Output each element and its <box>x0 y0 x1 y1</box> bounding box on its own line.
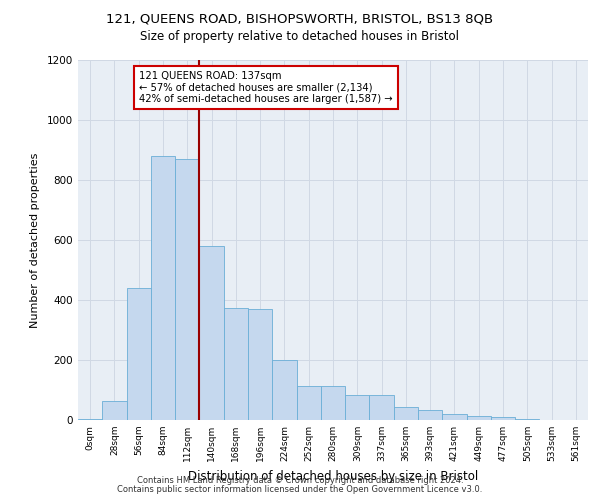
Bar <box>394 406 418 420</box>
Bar <box>467 416 491 420</box>
Bar <box>491 417 515 420</box>
Bar <box>248 309 272 420</box>
Bar <box>175 159 199 420</box>
Bar <box>127 288 151 420</box>
Text: Size of property relative to detached houses in Bristol: Size of property relative to detached ho… <box>140 30 460 43</box>
Bar <box>199 246 224 420</box>
Bar <box>345 394 370 420</box>
Bar <box>442 414 467 420</box>
Text: 121, QUEENS ROAD, BISHOPSWORTH, BRISTOL, BS13 8QB: 121, QUEENS ROAD, BISHOPSWORTH, BRISTOL,… <box>106 12 494 26</box>
Text: Contains public sector information licensed under the Open Government Licence v3: Contains public sector information licen… <box>118 484 482 494</box>
Bar <box>151 156 175 420</box>
Bar <box>272 360 296 420</box>
X-axis label: Distribution of detached houses by size in Bristol: Distribution of detached houses by size … <box>188 470 478 482</box>
Text: 121 QUEENS ROAD: 137sqm
← 57% of detached houses are smaller (2,134)
42% of semi: 121 QUEENS ROAD: 137sqm ← 57% of detache… <box>139 71 393 104</box>
Y-axis label: Number of detached properties: Number of detached properties <box>30 152 40 328</box>
Bar <box>370 394 394 420</box>
Bar <box>224 308 248 420</box>
Bar <box>102 400 127 420</box>
Bar <box>78 418 102 420</box>
Bar <box>321 386 345 420</box>
Bar <box>418 410 442 420</box>
Bar <box>296 386 321 420</box>
Text: Contains HM Land Registry data © Crown copyright and database right 2024.: Contains HM Land Registry data © Crown c… <box>137 476 463 485</box>
